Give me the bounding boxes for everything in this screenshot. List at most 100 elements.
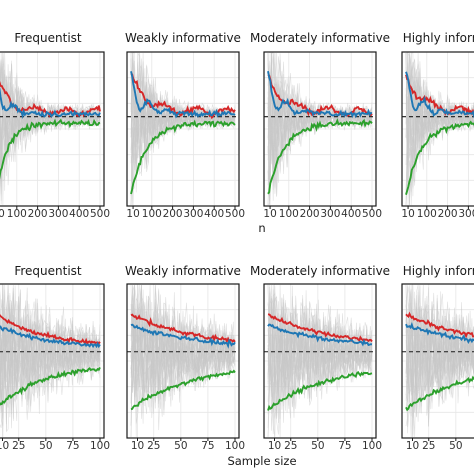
- x-tick-label: 300: [183, 208, 203, 220]
- panel-frame: [401, 283, 474, 439]
- panel-frame: [0, 283, 105, 439]
- x-tick-label: 100: [225, 440, 245, 452]
- x-tick-label: 10: [126, 208, 139, 220]
- x-tick-label: 400: [341, 208, 361, 220]
- x-tick-label: 100: [90, 440, 110, 452]
- series-line-blue: [267, 71, 373, 119]
- panel-frame: [0, 51, 105, 207]
- simulation-trace: [405, 52, 474, 161]
- x-tick-label: 100: [7, 208, 27, 220]
- simulation-trace: [405, 289, 474, 438]
- simulation-trace: [130, 284, 236, 404]
- simulation-trace: [405, 52, 474, 186]
- x-tick-label: 500: [90, 208, 110, 220]
- panel-frame: [126, 283, 240, 439]
- panel-frame: [126, 51, 240, 207]
- row-1-x-axis-title: n: [258, 221, 265, 235]
- x-tick-label: 200: [438, 208, 458, 220]
- panel-frame: [263, 51, 377, 207]
- panel-frame: [401, 51, 474, 207]
- series-line-blue: [405, 321, 474, 344]
- x-tick-label: 10: [0, 440, 9, 452]
- facet-label: Weakly informative: [125, 31, 241, 45]
- x-tick-label: 50: [174, 440, 187, 452]
- x-tick-label: 10: [268, 440, 281, 452]
- x-tick-label: 100: [362, 440, 382, 452]
- x-tick-label: 500: [225, 208, 245, 220]
- x-tick-label: 50: [39, 440, 52, 452]
- x-tick-label: 25: [147, 440, 160, 452]
- facet-label: Moderately informative: [250, 264, 390, 278]
- simulation-trace: [267, 302, 373, 394]
- facet-label: Highly informative: [403, 31, 474, 45]
- row-1-panels: Frequentist10100200300400500Weakly infor…: [0, 31, 474, 220]
- x-tick-label: 100: [142, 208, 162, 220]
- simulation-trace: [405, 80, 474, 175]
- series-line-red: [405, 311, 474, 339]
- series-line-blue: [130, 71, 236, 119]
- x-tick-label: 200: [300, 208, 320, 220]
- facet-label: Highly informative: [403, 264, 474, 278]
- x-tick-label: 100: [279, 208, 299, 220]
- x-tick-label: 10: [401, 208, 414, 220]
- panel-1-3: Moderately informative 10 100 200 300 400 500: [250, 31, 390, 220]
- x-tick-label: 300: [320, 208, 340, 220]
- series-line-blue: [405, 71, 474, 119]
- simulation-trace: [405, 85, 474, 166]
- series-line-green: [130, 369, 236, 411]
- panel-2-2: Weakly informative 10 25 50 75 100: [125, 264, 245, 452]
- series-line-green: [0, 118, 101, 180]
- simulation-trace: [130, 284, 236, 438]
- series-line-green: [130, 119, 236, 195]
- series-line-blue: [130, 323, 236, 349]
- x-tick-label: 100: [417, 208, 437, 220]
- x-tick-label: 400: [204, 208, 224, 220]
- x-tick-label: 75: [201, 440, 214, 452]
- simulation-trace: [0, 60, 101, 182]
- simulation-trace: [406, 52, 474, 206]
- panel-1-2: Weakly informative 10 100 200 300 400 500: [125, 31, 245, 220]
- x-tick-label: 75: [338, 440, 351, 452]
- x-tick-label: 10: [131, 440, 144, 452]
- series-line-red: [405, 74, 474, 117]
- simulation-trace: [405, 52, 474, 192]
- series-line-green: [405, 120, 474, 195]
- x-tick-label: 50: [449, 440, 462, 452]
- x-tick-label: 400: [69, 208, 89, 220]
- row-2-panels: Frequentist10255075100Weakly informative…: [0, 264, 474, 452]
- x-tick-label: 75: [66, 440, 79, 452]
- series-line-blue: [0, 87, 101, 120]
- x-tick-label: 500: [362, 208, 382, 220]
- series-line-blue: [0, 325, 101, 349]
- series-line-green: [267, 118, 373, 195]
- series-line-green: [405, 375, 474, 412]
- simulation-trace: [405, 314, 474, 422]
- facet-label: Frequentist: [14, 264, 82, 278]
- x-tick-label: 25: [422, 440, 435, 452]
- x-tick-label: 25: [12, 440, 25, 452]
- series-line-blue: [267, 323, 373, 347]
- simulation-trace: [405, 284, 474, 413]
- facet-label: Weakly informative: [125, 264, 241, 278]
- x-tick-label: 25: [284, 440, 297, 452]
- x-tick-label: 10: [0, 208, 5, 220]
- simulation-trace: [0, 298, 101, 413]
- panel-frame: [263, 283, 377, 439]
- x-tick-label: 300: [48, 208, 68, 220]
- x-tick-label: 50: [311, 440, 324, 452]
- facet-label: Frequentist: [14, 31, 82, 45]
- series-line-green: [0, 366, 101, 406]
- simulation-trace: [130, 310, 236, 408]
- x-tick-label: 10: [263, 208, 276, 220]
- x-tick-label: 200: [28, 208, 48, 220]
- series-line-red: [130, 313, 236, 344]
- facet-label: Moderately informative: [250, 31, 390, 45]
- simulation-trace: [405, 306, 474, 389]
- x-tick-label: 200: [163, 208, 183, 220]
- x-tick-label: 300: [458, 208, 474, 220]
